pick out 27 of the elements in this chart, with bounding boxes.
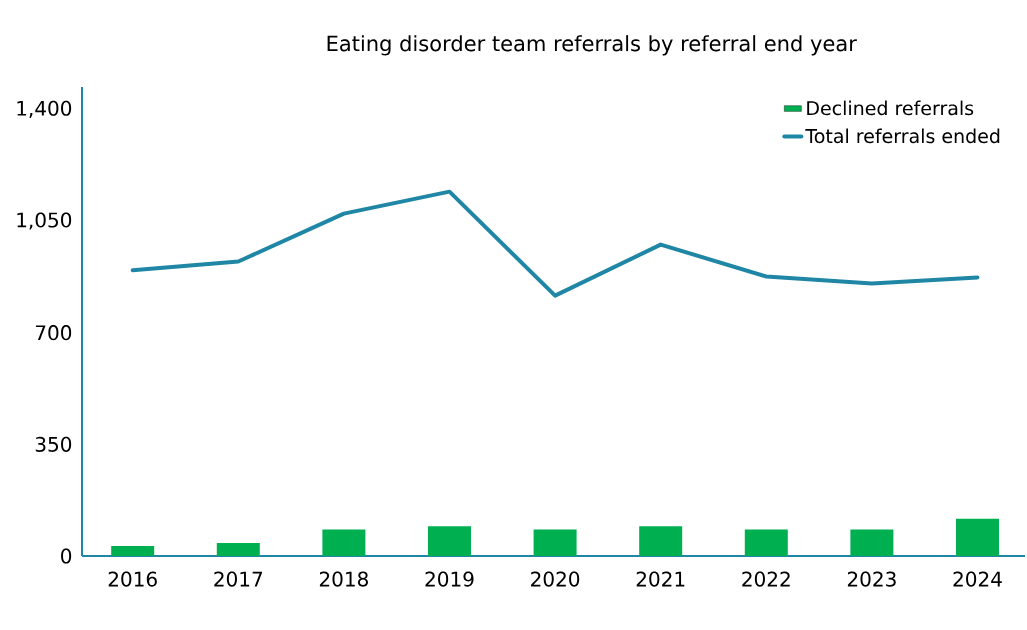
- x-tick-label: 2016: [108, 571, 157, 587]
- bar: [744, 529, 788, 556]
- bar: [533, 529, 577, 556]
- x-tick-label: 2020: [531, 571, 580, 587]
- bar: [639, 526, 683, 556]
- x-tick-label: 2023: [847, 571, 896, 587]
- bar: [427, 526, 471, 556]
- bar: [322, 529, 366, 556]
- legend-label: Total referrals ended: [805, 128, 1000, 144]
- y-tick-label: 0: [61, 548, 72, 564]
- y-tick-label: 1,050: [17, 212, 72, 230]
- x-tick-label: 2021: [636, 571, 685, 587]
- x-tick-label: 2024: [953, 571, 1002, 587]
- x-tick-label: 2022: [742, 571, 790, 587]
- y-tick-label: 350: [35, 436, 72, 452]
- line-series: [130, 189, 980, 298]
- bar: [111, 546, 155, 556]
- x-tick-label: 2019: [425, 571, 474, 587]
- legend-label: Declined referrals: [807, 100, 974, 116]
- x-tick-label: 2018: [319, 571, 368, 587]
- chart-title: Eating disorder team referrals by referral end year: [327, 35, 857, 56]
- x-tick-label: 2017: [214, 571, 263, 587]
- y-tick-label: 700: [35, 325, 72, 341]
- y-tick-label: 1,400: [17, 100, 72, 118]
- bar: [850, 529, 894, 556]
- bar: [216, 542, 260, 556]
- bar: [955, 518, 999, 556]
